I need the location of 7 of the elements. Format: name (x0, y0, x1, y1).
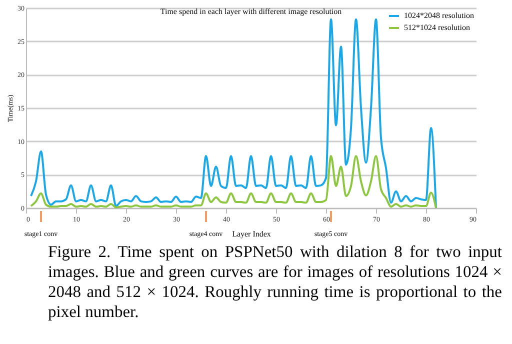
line-series (30, 155, 437, 209)
chart-title: Time spend in each layer with different image resolution (160, 7, 342, 16)
x-axis-title: Layer Index (232, 230, 271, 238)
caption: Figure 2. Time spent on PSPNet50 with dilation 8 for two input images. Blue and green curves are for images of resolutions 1024 × 2048 and 512 × 1024. Roughly running time is proportional to the pixel number. (48, 242, 502, 322)
line-series (30, 18, 437, 209)
legend-label: 1024*2048 resolution (404, 11, 474, 20)
legend-label: 512*1024 resolution (404, 23, 470, 32)
